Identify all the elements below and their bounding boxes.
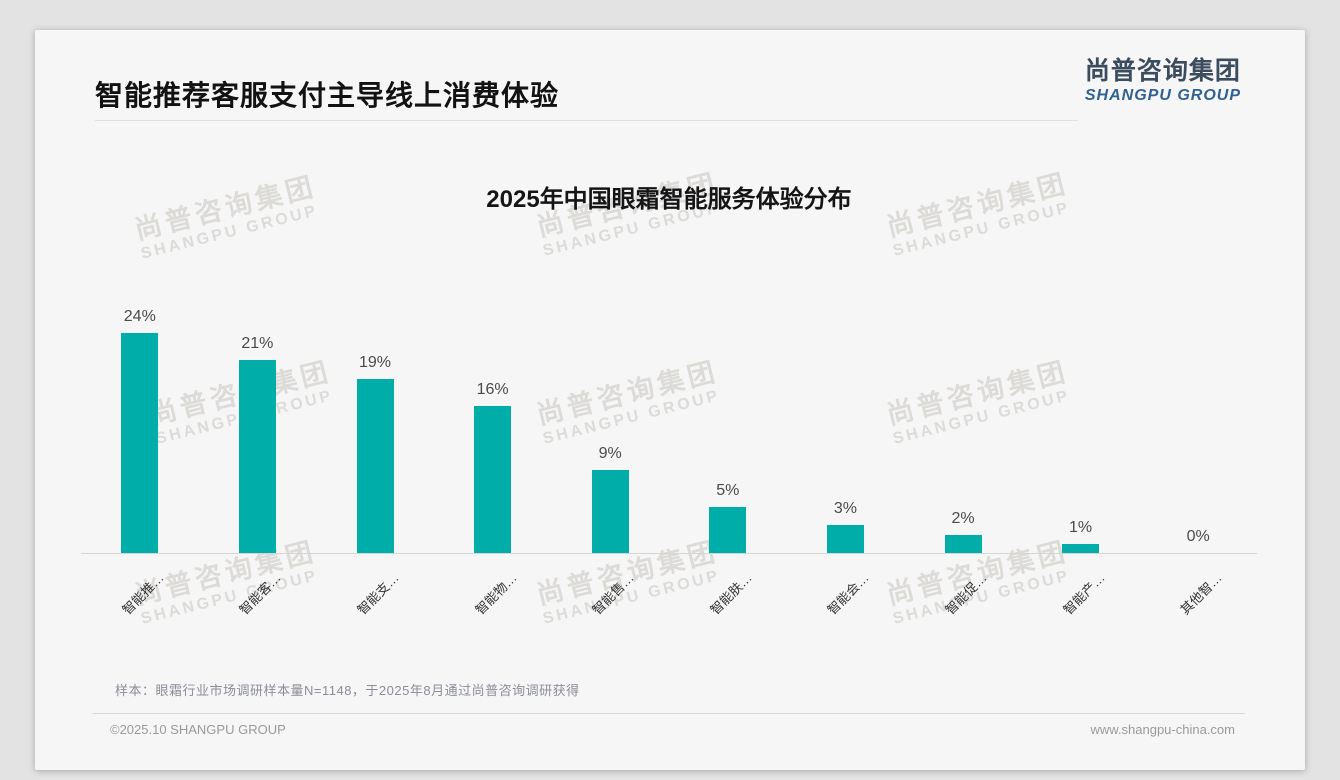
bar-7 <box>826 525 864 553</box>
bar-4 <box>474 406 512 553</box>
x-axis-label: 其他智… <box>1177 570 1225 618</box>
bar-value-label: 3% <box>833 500 857 517</box>
bar-8 <box>944 535 982 553</box>
x-axis-label: 智能售… <box>589 570 637 618</box>
bar-value-label: 19% <box>358 354 392 371</box>
website-link[interactable]: www.shangpu-china.com <box>1090 722 1235 737</box>
bar-5 <box>591 470 629 553</box>
x-axis-label: 智能促… <box>942 570 990 618</box>
bar-value-label: 24% <box>123 308 156 325</box>
bar-value-label: 21% <box>241 335 274 352</box>
bar-1 <box>121 333 159 553</box>
footer-divider <box>93 713 1245 714</box>
bar-value-label: 2% <box>951 510 975 527</box>
x-axis-label: 智能会… <box>824 570 873 618</box>
x-axis-label: 智能物… <box>471 570 520 618</box>
x-axis-label: 智能产… <box>1059 570 1108 618</box>
bar-3 <box>356 379 394 553</box>
bar-6 <box>709 507 747 553</box>
title-divider <box>95 120 1078 121</box>
x-axis-label: 智能推… <box>119 570 167 618</box>
x-axis-label: 智能肤… <box>707 570 755 618</box>
bar-2 <box>238 360 276 553</box>
bar-9 <box>1062 544 1100 553</box>
x-axis-label: 智能支… <box>354 570 402 618</box>
shangpu-logo: 尚普咨询集团 SHANGPU GROUP <box>1085 56 1241 105</box>
bar-value-label: 0% <box>1186 528 1210 545</box>
sample-note: 样本：眼霜行业市场调研样本量N=1148，于2025年8月通过尚普咨询调研获得 <box>115 683 580 698</box>
x-axis-labels: 智能推… 智能客… 智能支… 智能物… 智能售… 智能肤… 智能会… 智能促… 智能产… 其他智… <box>81 554 1257 669</box>
bar-value-label: 1% <box>1069 519 1093 536</box>
chart-title: 2025年中国眼霜智能服务体验分布 <box>486 186 852 213</box>
logo-chinese-text: 尚普咨询集团 <box>1084 57 1241 85</box>
bar-chart-plot: 24% 21% 19% 16% 9% 5% 3% 2% 1% 0% <box>81 308 1257 554</box>
report-slide-card: 尚普咨询集团 SHANGPU GROUP 尚普咨询集团 SHANGPU GROUP 尚普… <box>35 30 1305 770</box>
x-axis-label: 智能客… <box>236 570 285 618</box>
bar-value-label: 16% <box>476 381 509 398</box>
bar-value-label: 9% <box>598 445 622 462</box>
bar-value-label: 5% <box>716 482 740 499</box>
page-title: 智能推荐客服支付主导线上消费体验 <box>95 80 560 111</box>
copyright-text: ©2025.10 SHANGPU GROUP <box>110 722 286 737</box>
logo-english-text: SHANGPU GROUP <box>1084 87 1241 104</box>
